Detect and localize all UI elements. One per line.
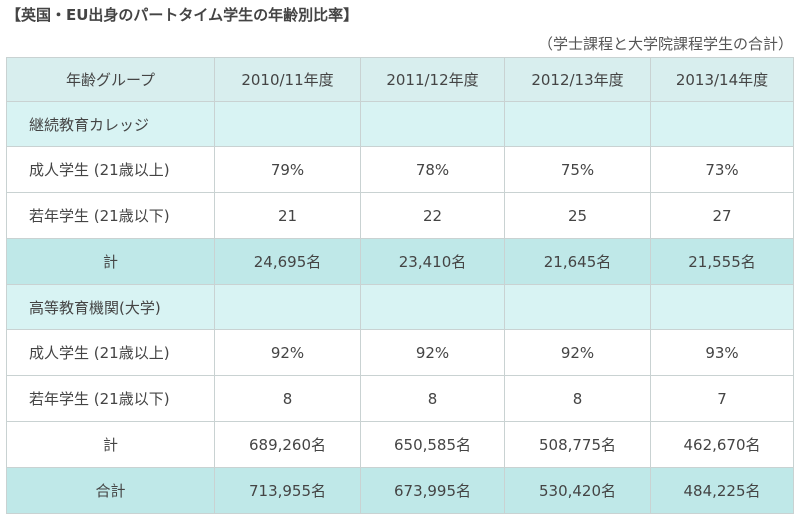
table-row: 若年学生 (21歳以下) 8 8 8 7 [6, 375, 794, 422]
table-cell: 484,225名 [650, 467, 794, 514]
table-cell: 93% [650, 329, 794, 376]
row-label: 計 [6, 421, 215, 468]
table-cell: 92% [214, 329, 361, 376]
table-cell: 7 [650, 375, 794, 422]
grand-total-row: 合計 713,955名 673,995名 530,420名 484,225名 [6, 467, 794, 514]
table-cell: 75% [504, 146, 651, 193]
table-cell: 78% [360, 146, 505, 193]
table-cell: 508,775名 [504, 421, 651, 468]
header-year-2013-14: 2013/14年度 [650, 57, 794, 102]
section-row-higher-education: 高等教育機関(大学) [6, 284, 794, 330]
empty-cell [360, 101, 505, 147]
table-note: （学士課程と大学院課程学生の合計） [537, 35, 793, 53]
table-cell: 92% [360, 329, 505, 376]
header-year-2010-11: 2010/11年度 [214, 57, 361, 102]
header-year-2012-13: 2012/13年度 [504, 57, 651, 102]
row-label: 成人学生 (21歳以上) [6, 146, 215, 193]
table-cell: 8 [214, 375, 361, 422]
header-year-2011-12: 2011/12年度 [360, 57, 505, 102]
table-cell: 8 [360, 375, 505, 422]
row-label: 若年学生 (21歳以下) [6, 375, 215, 422]
page-title: 【英国・EU出身のパートタイム学生の年齢別比率】 [6, 6, 359, 24]
row-label: 若年学生 (21歳以下) [6, 192, 215, 239]
table-cell: 21 [214, 192, 361, 239]
table-cell: 21,645名 [504, 238, 651, 285]
section-row-further-education: 継続教育カレッジ [6, 101, 794, 147]
table-cell: 22 [360, 192, 505, 239]
table-cell: 23,410名 [360, 238, 505, 285]
table-row: 若年学生 (21歳以下) 21 22 25 27 [6, 192, 794, 239]
row-label: 合計 [6, 467, 215, 514]
section-label: 高等教育機関(大学) [6, 284, 215, 330]
subtotal-row-higher-education: 計 689,260名 650,585名 508,775名 462,670名 [6, 421, 794, 468]
table-row: 成人学生 (21歳以上) 92% 92% 92% 93% [6, 329, 794, 376]
table-cell: 530,420名 [504, 467, 651, 514]
empty-cell [504, 284, 651, 330]
table-header-row: 年齢グループ 2010/11年度 2011/12年度 2012/13年度 201… [6, 57, 794, 102]
table-cell: 25 [504, 192, 651, 239]
empty-cell [650, 101, 794, 147]
table-cell: 650,585名 [360, 421, 505, 468]
table-row: 成人学生 (21歳以上) 79% 78% 75% 73% [6, 146, 794, 193]
section-label: 継続教育カレッジ [6, 101, 215, 147]
table-cell: 673,995名 [360, 467, 505, 514]
empty-cell [214, 284, 361, 330]
row-label: 計 [6, 238, 215, 285]
table-cell: 8 [504, 375, 651, 422]
empty-cell [360, 284, 505, 330]
table-cell: 73% [650, 146, 794, 193]
table-cell: 713,955名 [214, 467, 361, 514]
table-cell: 79% [214, 146, 361, 193]
table-cell: 27 [650, 192, 794, 239]
header-age-group: 年齢グループ [6, 57, 215, 102]
table-cell: 92% [504, 329, 651, 376]
empty-cell [650, 284, 794, 330]
table-cell: 24,695名 [214, 238, 361, 285]
empty-cell [214, 101, 361, 147]
age-ratio-table: 年齢グループ 2010/11年度 2011/12年度 2012/13年度 201… [6, 57, 794, 514]
table-cell: 21,555名 [650, 238, 794, 285]
row-label: 成人学生 (21歳以上) [6, 329, 215, 376]
empty-cell [504, 101, 651, 147]
table-cell: 689,260名 [214, 421, 361, 468]
table-cell: 462,670名 [650, 421, 794, 468]
subtotal-row-further-education: 計 24,695名 23,410名 21,645名 21,555名 [6, 238, 794, 285]
